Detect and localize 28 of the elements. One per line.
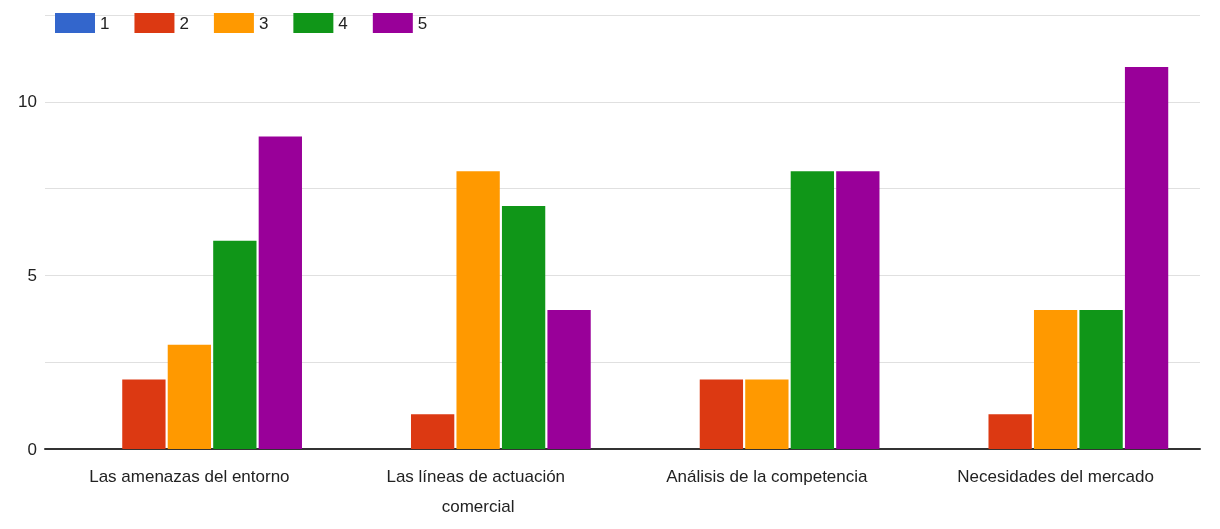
bar <box>1033 310 1078 449</box>
legend-label: 4 <box>338 13 348 33</box>
legend-label: 1 <box>100 13 110 33</box>
legend-label: 2 <box>179 13 189 33</box>
bar <box>836 171 880 449</box>
legend-label: 5 <box>417 13 428 33</box>
bar <box>167 344 212 449</box>
x-tick-label: Las líneas de actuación comercial <box>386 466 570 516</box>
y-tick-label: 5 <box>27 265 37 285</box>
bar <box>501 205 546 449</box>
bar <box>988 414 1032 449</box>
bar <box>410 414 455 449</box>
bar <box>456 171 500 449</box>
bar <box>1124 67 1169 449</box>
x-tick-label: Análisis de la competencia <box>666 466 869 486</box>
x-tick-label: Las amenazas del entorno <box>89 466 290 486</box>
bar <box>745 379 789 449</box>
bar <box>547 310 591 449</box>
bar <box>699 379 744 449</box>
x-tick-label: Necesidades del mercado <box>957 466 1154 486</box>
bar <box>122 379 166 449</box>
bar <box>258 136 302 449</box>
bar <box>213 240 257 449</box>
y-tick-label: 10 <box>18 92 37 112</box>
bar <box>790 171 835 449</box>
bar <box>1079 310 1123 449</box>
legend-label: 3 <box>258 13 269 33</box>
y-tick-label: 0 <box>27 439 37 459</box>
